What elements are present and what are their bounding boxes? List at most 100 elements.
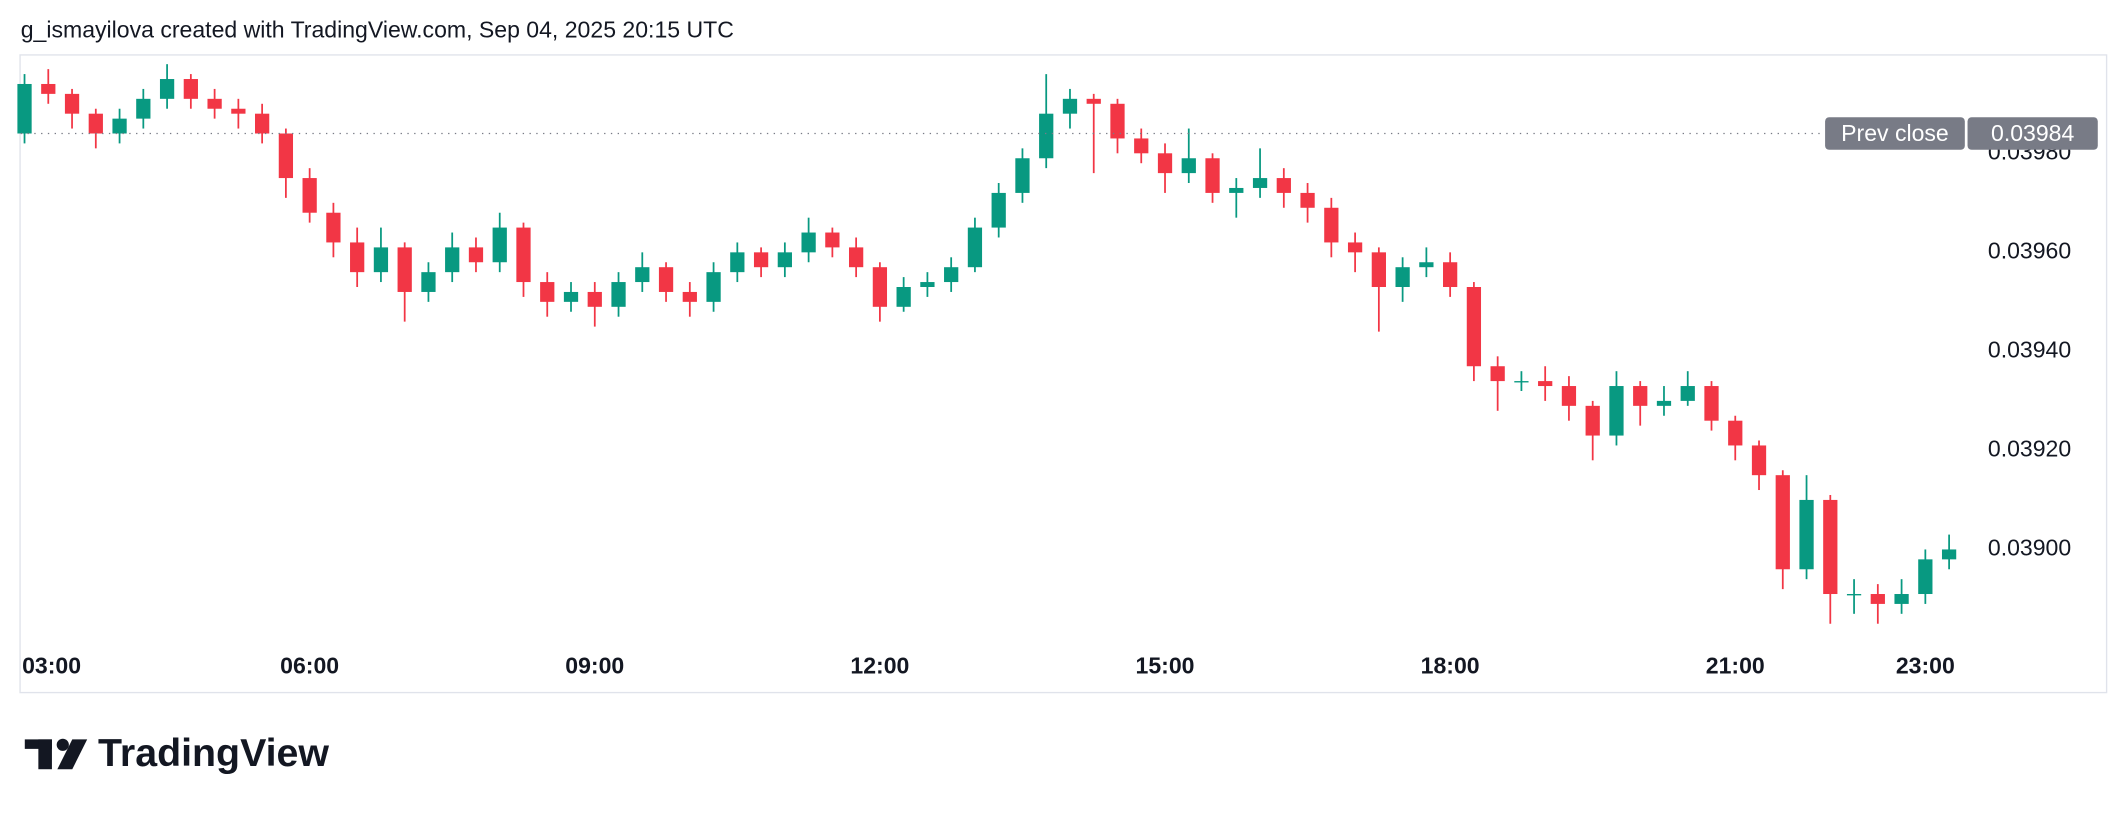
y-tick-label: 0.03940: [1988, 336, 2071, 362]
candle-body: [920, 282, 935, 288]
candle-body: [1205, 158, 1220, 193]
candle-body: [231, 108, 246, 114]
candle-body: [872, 267, 888, 307]
candle-body: [682, 291, 697, 302]
candle-body: [658, 267, 674, 292]
candle-body: [159, 79, 175, 99]
candle-body: [587, 291, 602, 307]
candle-body: [88, 113, 103, 134]
x-tick-label: 21:00: [1706, 653, 1765, 679]
candle-body: [896, 287, 911, 307]
candle-body: [1347, 242, 1363, 253]
chart-title: g_ismayilova created with TradingView.co…: [21, 16, 734, 42]
x-tick-label: 15:00: [1136, 653, 1195, 679]
y-tick-label: 0.03900: [1988, 535, 2071, 561]
candle-body: [1466, 287, 1482, 367]
brand-name: TradingView: [98, 731, 329, 775]
prev-close-value: 0.03984: [1991, 120, 2074, 146]
candle-body: [1324, 207, 1339, 243]
candle-body: [397, 247, 412, 292]
candle-body: [1751, 445, 1767, 476]
candle-body: [1062, 98, 1078, 114]
candle-body: [254, 113, 270, 134]
x-tick-label: 09:00: [565, 653, 624, 679]
x-tick-label: 06:00: [280, 653, 339, 679]
candle-body: [730, 252, 745, 273]
candle-body: [1846, 594, 1862, 596]
candle-body: [611, 282, 626, 307]
candle-body: [1110, 103, 1125, 139]
candle-body: [421, 272, 436, 292]
candle-body: [516, 227, 531, 283]
candle-body: [1039, 113, 1054, 159]
candle-body: [1300, 192, 1315, 208]
candle-body: [563, 291, 579, 302]
candle-body: [1086, 98, 1101, 104]
y-tick-label: 0.03960: [1988, 237, 2071, 263]
candle-body: [753, 252, 769, 268]
candle-body: [1609, 386, 1624, 436]
candle-body: [1371, 252, 1386, 288]
candle-body: [1941, 549, 1957, 560]
candle-body: [1585, 405, 1600, 436]
candle-body: [373, 247, 389, 273]
candle-body: [350, 242, 365, 273]
candle-body: [706, 272, 721, 302]
candle-body: [1894, 594, 1909, 604]
candle-body: [136, 98, 151, 119]
candle-body: [1633, 386, 1648, 406]
candle-body: [849, 247, 864, 268]
candle-body: [1538, 381, 1553, 387]
candle-body: [1918, 559, 1933, 595]
logo-dot: [56, 738, 69, 751]
candle-body: [1656, 400, 1672, 406]
candle-body: [1799, 499, 1814, 570]
candle-body: [445, 247, 460, 273]
y-tick-label: 0.03920: [1988, 436, 2071, 462]
candle-body: [991, 192, 1006, 228]
candle-body: [1134, 138, 1149, 154]
prev-close-value-box: [1967, 117, 2098, 150]
candle-body: [777, 252, 792, 268]
candle-body: [1395, 267, 1410, 288]
candle-body: [278, 133, 294, 179]
candle-body: [825, 232, 840, 248]
x-tick-label: 12:00: [850, 653, 909, 679]
candle-body: [635, 267, 650, 283]
brand-logo: [24, 738, 88, 770]
candle-body: [540, 282, 555, 302]
candle-body: [112, 118, 127, 134]
candle-body: [1419, 262, 1434, 268]
candle-body: [326, 212, 341, 243]
candle-body: [967, 227, 983, 268]
candle-body: [17, 83, 32, 134]
candle-body: [944, 267, 959, 283]
candle-body: [207, 98, 222, 109]
prev-close-label-box: [1825, 117, 1965, 150]
candle-body: [1561, 386, 1577, 406]
candle-body: [1276, 178, 1291, 193]
prev-close-label: Prev close: [1841, 120, 1949, 146]
candle-body: [41, 83, 56, 94]
candle-body: [492, 227, 507, 263]
x-tick-label: 18:00: [1421, 653, 1480, 679]
logo-stem: [38, 739, 52, 770]
candles: [17, 64, 1957, 624]
candle-body: [1704, 386, 1719, 421]
candle-body: [1157, 153, 1173, 174]
candle-body: [1514, 381, 1529, 383]
candle-body: [1728, 420, 1743, 446]
candle-body: [801, 232, 816, 253]
candle-body: [1680, 386, 1695, 401]
candle-body: [1490, 366, 1505, 382]
x-tick-label: 03:00: [22, 653, 81, 679]
candle-body: [1870, 594, 1885, 604]
candle-body: [1775, 475, 1790, 570]
candle-body: [1823, 499, 1838, 595]
candle-body: [302, 178, 317, 213]
candle-body: [183, 79, 198, 99]
logo-slash: [57, 739, 88, 770]
chart-frame: [19, 54, 2108, 694]
